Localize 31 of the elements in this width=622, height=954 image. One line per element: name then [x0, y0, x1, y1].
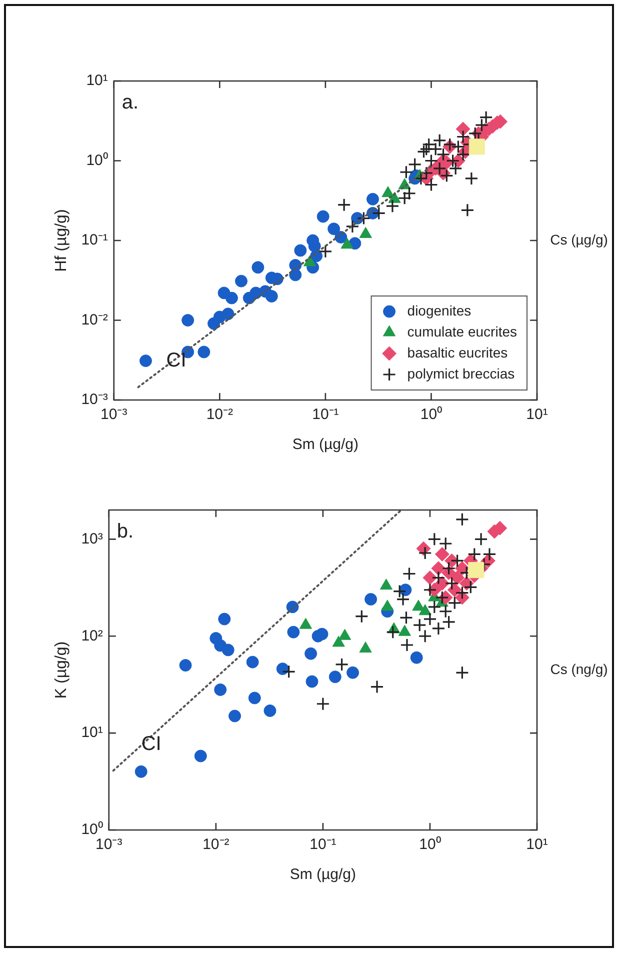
x-tick-label: 10⁻² [206, 406, 234, 424]
x-tick-label: 10¹ [526, 836, 548, 854]
x-axis-title: Sm (µg/g) [292, 436, 359, 454]
legend-label: basaltic eucrites [407, 344, 508, 360]
x-tick-label: 10⁰ [420, 406, 442, 424]
annotation: a. [122, 92, 139, 114]
legend-label: cumulate eucrites [407, 323, 517, 340]
y-axis-title: K (µg/g) [53, 641, 70, 699]
y-tick-label: 10⁻³ [81, 391, 108, 408]
y2-axis-title: Cs (ng/g) [550, 660, 608, 677]
y2-axis-title: Cs (µg/g) [550, 231, 608, 248]
x-axis-title: Sm (µg/g) [290, 866, 356, 884]
y-tick-label: 10¹ [81, 724, 103, 742]
x-tick-label: 10⁻² [202, 836, 230, 854]
annotation: CI [141, 733, 162, 756]
x-tick-label: 10¹ [526, 406, 548, 424]
y-axis-title: Hf (µg/g) [53, 209, 70, 272]
x-tick-label: 10⁻³ [100, 406, 128, 424]
legend-label: diogenites [407, 302, 472, 318]
y-tick-label: 10⁻¹ [81, 232, 108, 249]
y-tick-label: 10² [81, 627, 103, 644]
x-tick-label: 10⁰ [419, 836, 441, 854]
annotation: b. [116, 520, 134, 543]
y-tick-label: 10⁰ [81, 821, 103, 838]
legend-label: polymict breccias [407, 365, 515, 382]
y-tick-label: 10⁰ [86, 152, 108, 169]
x-tick-label: 10⁻¹ [310, 836, 336, 854]
y-tick-label: 10⁻² [81, 311, 108, 328]
y-tick-label: 10¹ [86, 72, 108, 90]
y-tick-label: 10³ [81, 530, 103, 548]
x-tick-label: 10⁻¹ [312, 406, 339, 424]
